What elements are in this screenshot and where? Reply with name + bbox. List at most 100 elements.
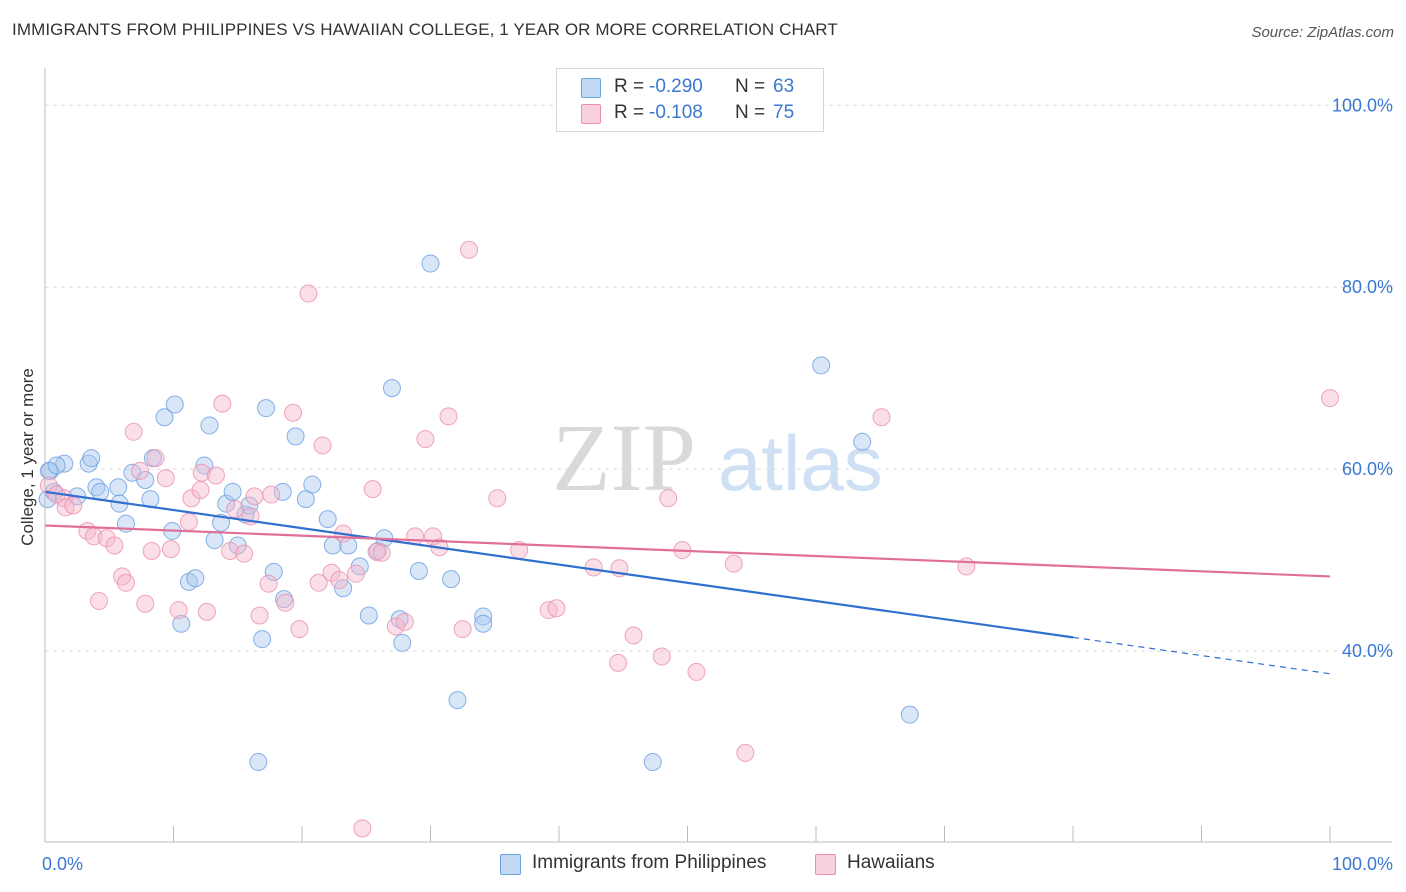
legend-n-value: 75 <box>773 102 795 123</box>
point-philippines <box>303 475 322 494</box>
point-hawaiians <box>221 541 240 560</box>
point-hawaiians <box>547 599 566 618</box>
point-philippines <box>257 399 276 418</box>
point-hawaiians <box>206 466 225 485</box>
point-hawaiians <box>290 620 309 639</box>
point-philippines <box>172 614 191 633</box>
point-hawaiians <box>192 463 211 482</box>
point-hawaiians <box>322 563 341 582</box>
point-philippines <box>393 633 412 652</box>
y-tick-label: 100.0% <box>1332 95 1393 115</box>
point-hawaiians <box>131 461 150 480</box>
source-note: Source: ZipAtlas.com <box>1251 24 1394 41</box>
point-hawaiians <box>56 498 75 517</box>
watermark: ZIP atlas <box>552 404 883 511</box>
point-hawaiians <box>367 542 386 561</box>
point-hawaiians <box>584 558 603 577</box>
point-hawaiians <box>250 606 269 625</box>
watermark-zip: ZIP <box>552 404 696 511</box>
point-hawaiians <box>313 436 332 455</box>
point-philippines <box>643 752 662 771</box>
y-axis-label: College, 1 year or more <box>18 368 37 546</box>
grid <box>45 104 1392 652</box>
point-philippines <box>217 494 236 513</box>
legend-r-label: R = <box>614 76 645 97</box>
point-philippines <box>359 606 378 625</box>
point-hawaiians <box>299 284 318 303</box>
point-hawaiians <box>97 529 116 548</box>
point-philippines <box>286 427 305 446</box>
point-hawaiians <box>957 557 976 576</box>
point-hawaiians <box>460 240 479 259</box>
point-hawaiians <box>284 403 303 422</box>
point-hawaiians <box>416 430 435 449</box>
point-philippines <box>812 356 831 375</box>
point-philippines <box>109 478 128 497</box>
legend-n-label: N = <box>735 76 766 97</box>
legend-swatch-hawaiians <box>581 104 601 124</box>
point-philippines <box>273 482 292 501</box>
point-philippines <box>409 561 428 580</box>
point-hawaiians <box>624 626 643 645</box>
point-hawaiians <box>330 571 349 590</box>
point-hawaiians <box>89 591 108 610</box>
point-hawaiians <box>872 408 891 427</box>
legend-r-label: R = <box>614 102 645 123</box>
trend-lines <box>44 490 1331 675</box>
point-hawaiians <box>609 653 628 672</box>
point-hawaiians <box>276 593 295 612</box>
point-hawaiians <box>386 617 405 636</box>
legend-row-philippines: R = -0.290 N = 63 <box>557 75 823 101</box>
scatter-points <box>38 240 1339 838</box>
point-hawaiians <box>169 601 188 620</box>
point-philippines <box>165 395 184 414</box>
point-philippines <box>900 705 919 724</box>
x-tick-label: 0.0% <box>42 854 83 874</box>
point-philippines <box>382 379 401 398</box>
bottom-legend-swatch-hawaiians <box>815 854 836 875</box>
chart-title: IMMIGRANTS FROM PHILIPPINES VS HAWAIIAN … <box>12 20 838 39</box>
point-hawaiians <box>245 487 264 506</box>
point-philippines <box>442 570 461 589</box>
point-philippines <box>200 416 219 435</box>
point-hawaiians <box>488 489 507 508</box>
tick-labels: 40.0% 60.0% 80.0% 100.0% 0.0% 100.0% <box>42 95 1393 874</box>
point-hawaiians <box>309 573 328 592</box>
point-hawaiians <box>142 541 161 560</box>
legend-swatch-philippines <box>581 78 601 98</box>
point-hawaiians <box>213 394 232 413</box>
point-hawaiians <box>226 500 245 519</box>
point-philippines <box>212 513 231 532</box>
point-hawaiians <box>116 573 135 592</box>
point-hawaiians <box>439 407 458 426</box>
y-tick-label: 60.0% <box>1342 459 1393 479</box>
point-hawaiians <box>659 489 678 508</box>
point-philippines <box>448 691 467 710</box>
point-hawaiians <box>652 647 671 666</box>
point-hawaiians <box>353 819 372 838</box>
point-philippines <box>136 471 155 490</box>
legend-n-value: 63 <box>773 76 795 97</box>
point-philippines <box>421 254 440 273</box>
point-hawaiians <box>197 602 216 621</box>
point-hawaiians <box>539 601 558 620</box>
point-hawaiians <box>64 496 83 515</box>
point-hawaiians <box>161 540 180 559</box>
point-philippines <box>195 456 214 475</box>
point-hawaiians <box>453 620 472 639</box>
point-philippines <box>264 562 283 581</box>
point-philippines <box>474 614 493 633</box>
point-hawaiians <box>191 481 210 500</box>
point-hawaiians <box>346 564 365 583</box>
axes <box>44 68 1392 843</box>
watermark-atlas: atlas <box>718 419 883 507</box>
point-hawaiians <box>136 594 155 613</box>
point-philippines <box>223 482 242 501</box>
correlation-legend: R = -0.290 N = 63 R = -0.108 N = 75 <box>556 68 824 132</box>
trend-line-hawaiians <box>44 524 1331 578</box>
point-philippines <box>474 607 493 626</box>
point-philippines <box>186 569 205 588</box>
point-philippines <box>47 456 66 475</box>
point-hawaiians <box>259 574 278 593</box>
